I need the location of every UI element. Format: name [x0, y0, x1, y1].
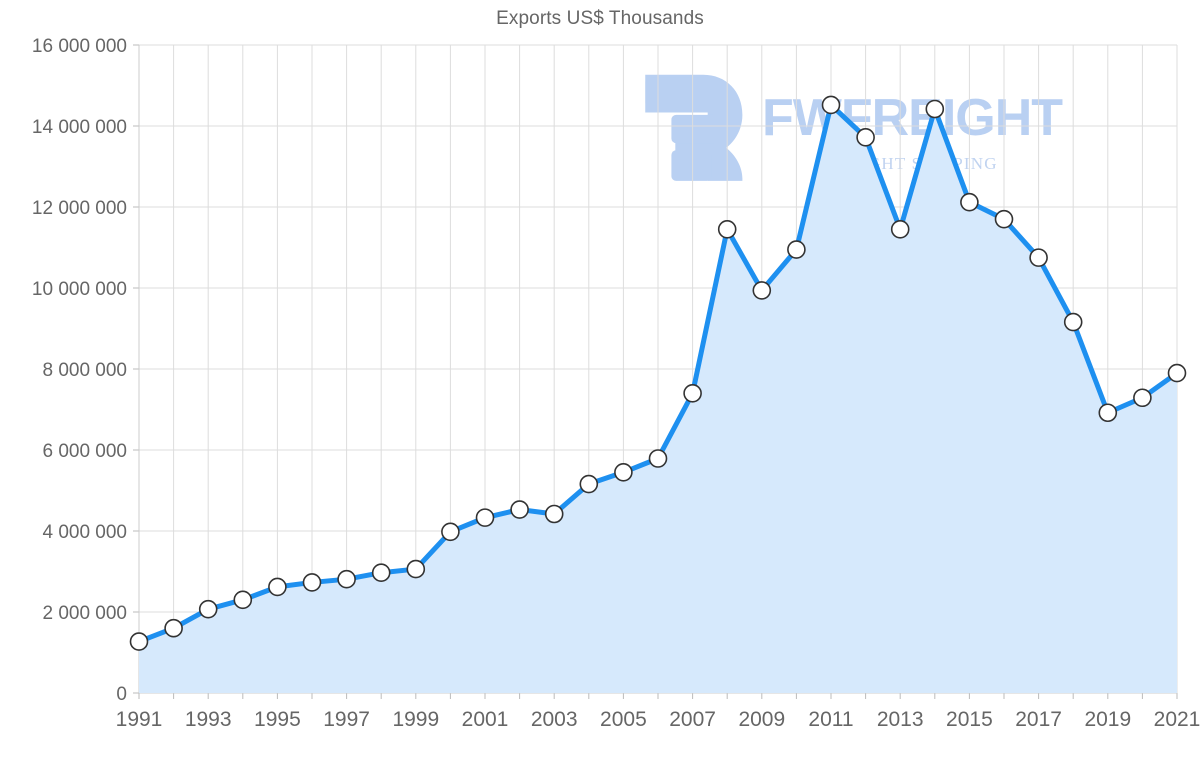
- svg-text:2021: 2021: [1154, 708, 1200, 731]
- chart-title: Exports US$ Thousands: [496, 8, 704, 29]
- svg-text:2013: 2013: [877, 708, 924, 731]
- svg-text:0: 0: [116, 684, 127, 705]
- svg-text:1991: 1991: [116, 708, 163, 731]
- y-axis-labels: 0 2 000 000 4 000 000 6 000 000 8 000 000 10 …: [32, 36, 127, 705]
- svg-text:14 000 000: 14 000 000: [32, 117, 127, 138]
- svg-text:10 000 000: 10 000 000: [32, 279, 127, 300]
- data-markers: [129, 95, 1187, 651]
- svg-text:1995: 1995: [254, 708, 301, 731]
- svg-text:1999: 1999: [392, 708, 439, 731]
- svg-text:1997: 1997: [323, 708, 370, 731]
- svg-text:2011: 2011: [808, 708, 853, 731]
- svg-text:6 000 000: 6 000 000: [42, 441, 127, 462]
- svg-text:16 000 000: 16 000 000: [32, 36, 127, 57]
- svg-text:2003: 2003: [531, 708, 578, 731]
- svg-text:1993: 1993: [185, 708, 232, 731]
- svg-text:2001: 2001: [462, 708, 509, 731]
- x-axis-labels: 1991 1993 1995 1997 1999 2001 2003 2005 2007 2009…: [116, 708, 1200, 731]
- svg-text:2019: 2019: [1084, 708, 1131, 731]
- svg-text:12 000 000: 12 000 000: [32, 198, 127, 219]
- svg-text:4 000 000: 4 000 000: [42, 522, 127, 543]
- svg-text:2015: 2015: [946, 708, 993, 731]
- svg-text:2009: 2009: [738, 708, 785, 731]
- svg-text:2 000 000: 2 000 000: [42, 603, 127, 624]
- svg-text:8 000 000: 8 000 000: [42, 360, 127, 381]
- svg-text:2007: 2007: [669, 708, 716, 731]
- area-fill: [139, 104, 1177, 693]
- svg-text:2005: 2005: [600, 708, 647, 731]
- svg-text:2017: 2017: [1015, 708, 1062, 731]
